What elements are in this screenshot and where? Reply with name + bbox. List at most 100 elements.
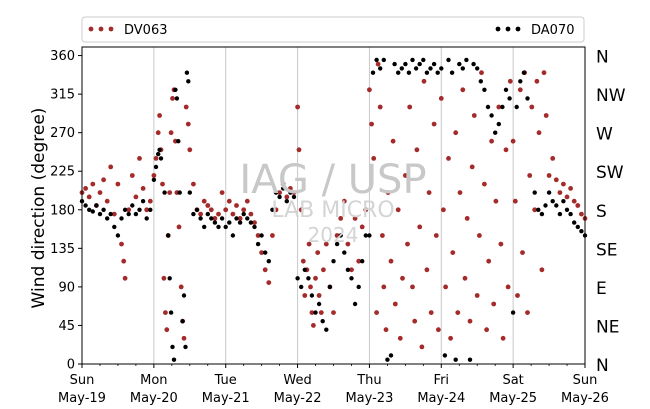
data-point-da070	[316, 301, 322, 307]
data-point-dv063	[436, 327, 441, 333]
data-point-dv063	[489, 138, 494, 144]
data-point-da070	[176, 139, 181, 144]
data-point-dv063	[295, 104, 300, 110]
data-point-dv063	[104, 198, 110, 204]
data-point-da070	[295, 276, 300, 281]
data-point-dv063	[469, 164, 475, 170]
data-point-dv063	[291, 190, 297, 196]
data-point-da070	[478, 79, 483, 84]
data-point-da070	[331, 259, 336, 264]
data-point-dv063	[164, 327, 170, 333]
data-point-dv063	[462, 275, 468, 281]
data-point-da070	[510, 310, 516, 315]
data-point-dv063	[433, 233, 439, 238]
data-point-dv063	[561, 181, 566, 187]
data-point-dv063	[153, 156, 159, 161]
data-point-dv063	[359, 224, 365, 230]
data-point-dv063	[500, 335, 506, 341]
data-point-dv063	[546, 173, 552, 178]
data-point-da070	[133, 211, 139, 217]
data-point-dv063	[541, 70, 547, 76]
data-point-da070	[334, 241, 340, 247]
data-point-da070	[115, 233, 121, 238]
data-point-da070	[327, 284, 333, 290]
data-point-dv063	[147, 198, 153, 204]
data-point-da070	[493, 130, 498, 135]
data-point-dv063	[403, 173, 408, 178]
data-point-dv063	[491, 301, 497, 307]
data-point-da070	[546, 190, 552, 195]
data-point-dv063	[493, 198, 499, 204]
data-point-dv063	[115, 181, 121, 187]
x-tick-label-date: May-25	[489, 391, 537, 406]
data-point-dv063	[167, 190, 173, 196]
data-point-da070	[363, 233, 368, 238]
data-point-dv063	[464, 216, 470, 221]
data-point-da070	[514, 104, 519, 110]
data-point-da070	[525, 96, 530, 101]
data-point-da070	[482, 87, 487, 93]
data-point-da070	[428, 66, 433, 71]
data-point-da070	[579, 229, 584, 234]
data-point-da070	[87, 207, 92, 212]
data-point-dv063	[170, 96, 175, 101]
data-point-dv063	[539, 267, 545, 273]
data-point-dv063	[388, 258, 394, 264]
data-point-da070	[105, 216, 110, 221]
x-tick-label-date: May-19	[58, 391, 106, 406]
data-point-da070	[270, 207, 275, 212]
data-point-da070	[170, 344, 175, 350]
data-point-da070	[90, 209, 96, 214]
data-point-da070	[94, 203, 99, 208]
data-point-dv063	[428, 310, 434, 315]
data-point-dv063	[383, 327, 389, 333]
data-point-da070	[399, 66, 404, 71]
data-point-dv063	[450, 250, 456, 256]
data-point-dv063	[352, 216, 358, 221]
data-point-da070	[230, 233, 236, 238]
y-tick-label: 90	[58, 280, 75, 295]
data-point-dv063	[392, 301, 398, 307]
data-point-dv063	[517, 87, 523, 93]
data-point-dv063	[486, 258, 492, 264]
data-point-da070	[564, 207, 570, 212]
x-tick-label-day: Wed	[283, 373, 311, 388]
data-point-da070	[302, 267, 307, 272]
data-point-dv063	[216, 211, 221, 217]
data-point-dv063	[525, 310, 530, 315]
x-tick-label-day: Mon	[140, 373, 167, 388]
y-tick-label: 0	[67, 358, 75, 373]
data-point-dv063	[288, 186, 293, 191]
data-point-dv063	[181, 335, 187, 341]
data-point-da070	[212, 220, 218, 225]
data-point-da070	[306, 276, 311, 281]
y-tick-label: 180	[50, 203, 75, 218]
data-point-da070	[177, 190, 182, 195]
data-point-dv063	[122, 275, 128, 281]
data-point-dv063	[226, 198, 232, 204]
data-point-dv063	[345, 241, 351, 247]
data-point-dv063	[108, 164, 114, 170]
data-point-da070	[151, 177, 157, 182]
data-point-dv063	[259, 250, 264, 256]
data-point-da070	[413, 66, 419, 71]
data-point-dv063	[446, 156, 451, 161]
data-point-da070	[288, 190, 293, 195]
data-point-da070	[388, 353, 394, 358]
data-point-dv063	[161, 275, 167, 281]
data-point-dv063	[157, 113, 163, 118]
compass-label: W	[596, 125, 613, 145]
data-point-dv063	[453, 130, 459, 136]
data-point-dv063	[438, 96, 444, 101]
x-tick-label-date: May-26	[561, 391, 609, 406]
x-tick-label-day: Sun	[70, 373, 95, 388]
data-point-da070	[557, 211, 563, 217]
data-point-dv063	[407, 104, 413, 110]
data-point-dv063	[323, 241, 329, 247]
watermark: IAG / USP LAB MICRO 2024	[239, 157, 426, 247]
data-point-da070	[539, 211, 545, 217]
data-point-da070	[234, 216, 239, 221]
data-point-dv063	[512, 198, 518, 204]
data-point-dv063	[133, 194, 139, 200]
